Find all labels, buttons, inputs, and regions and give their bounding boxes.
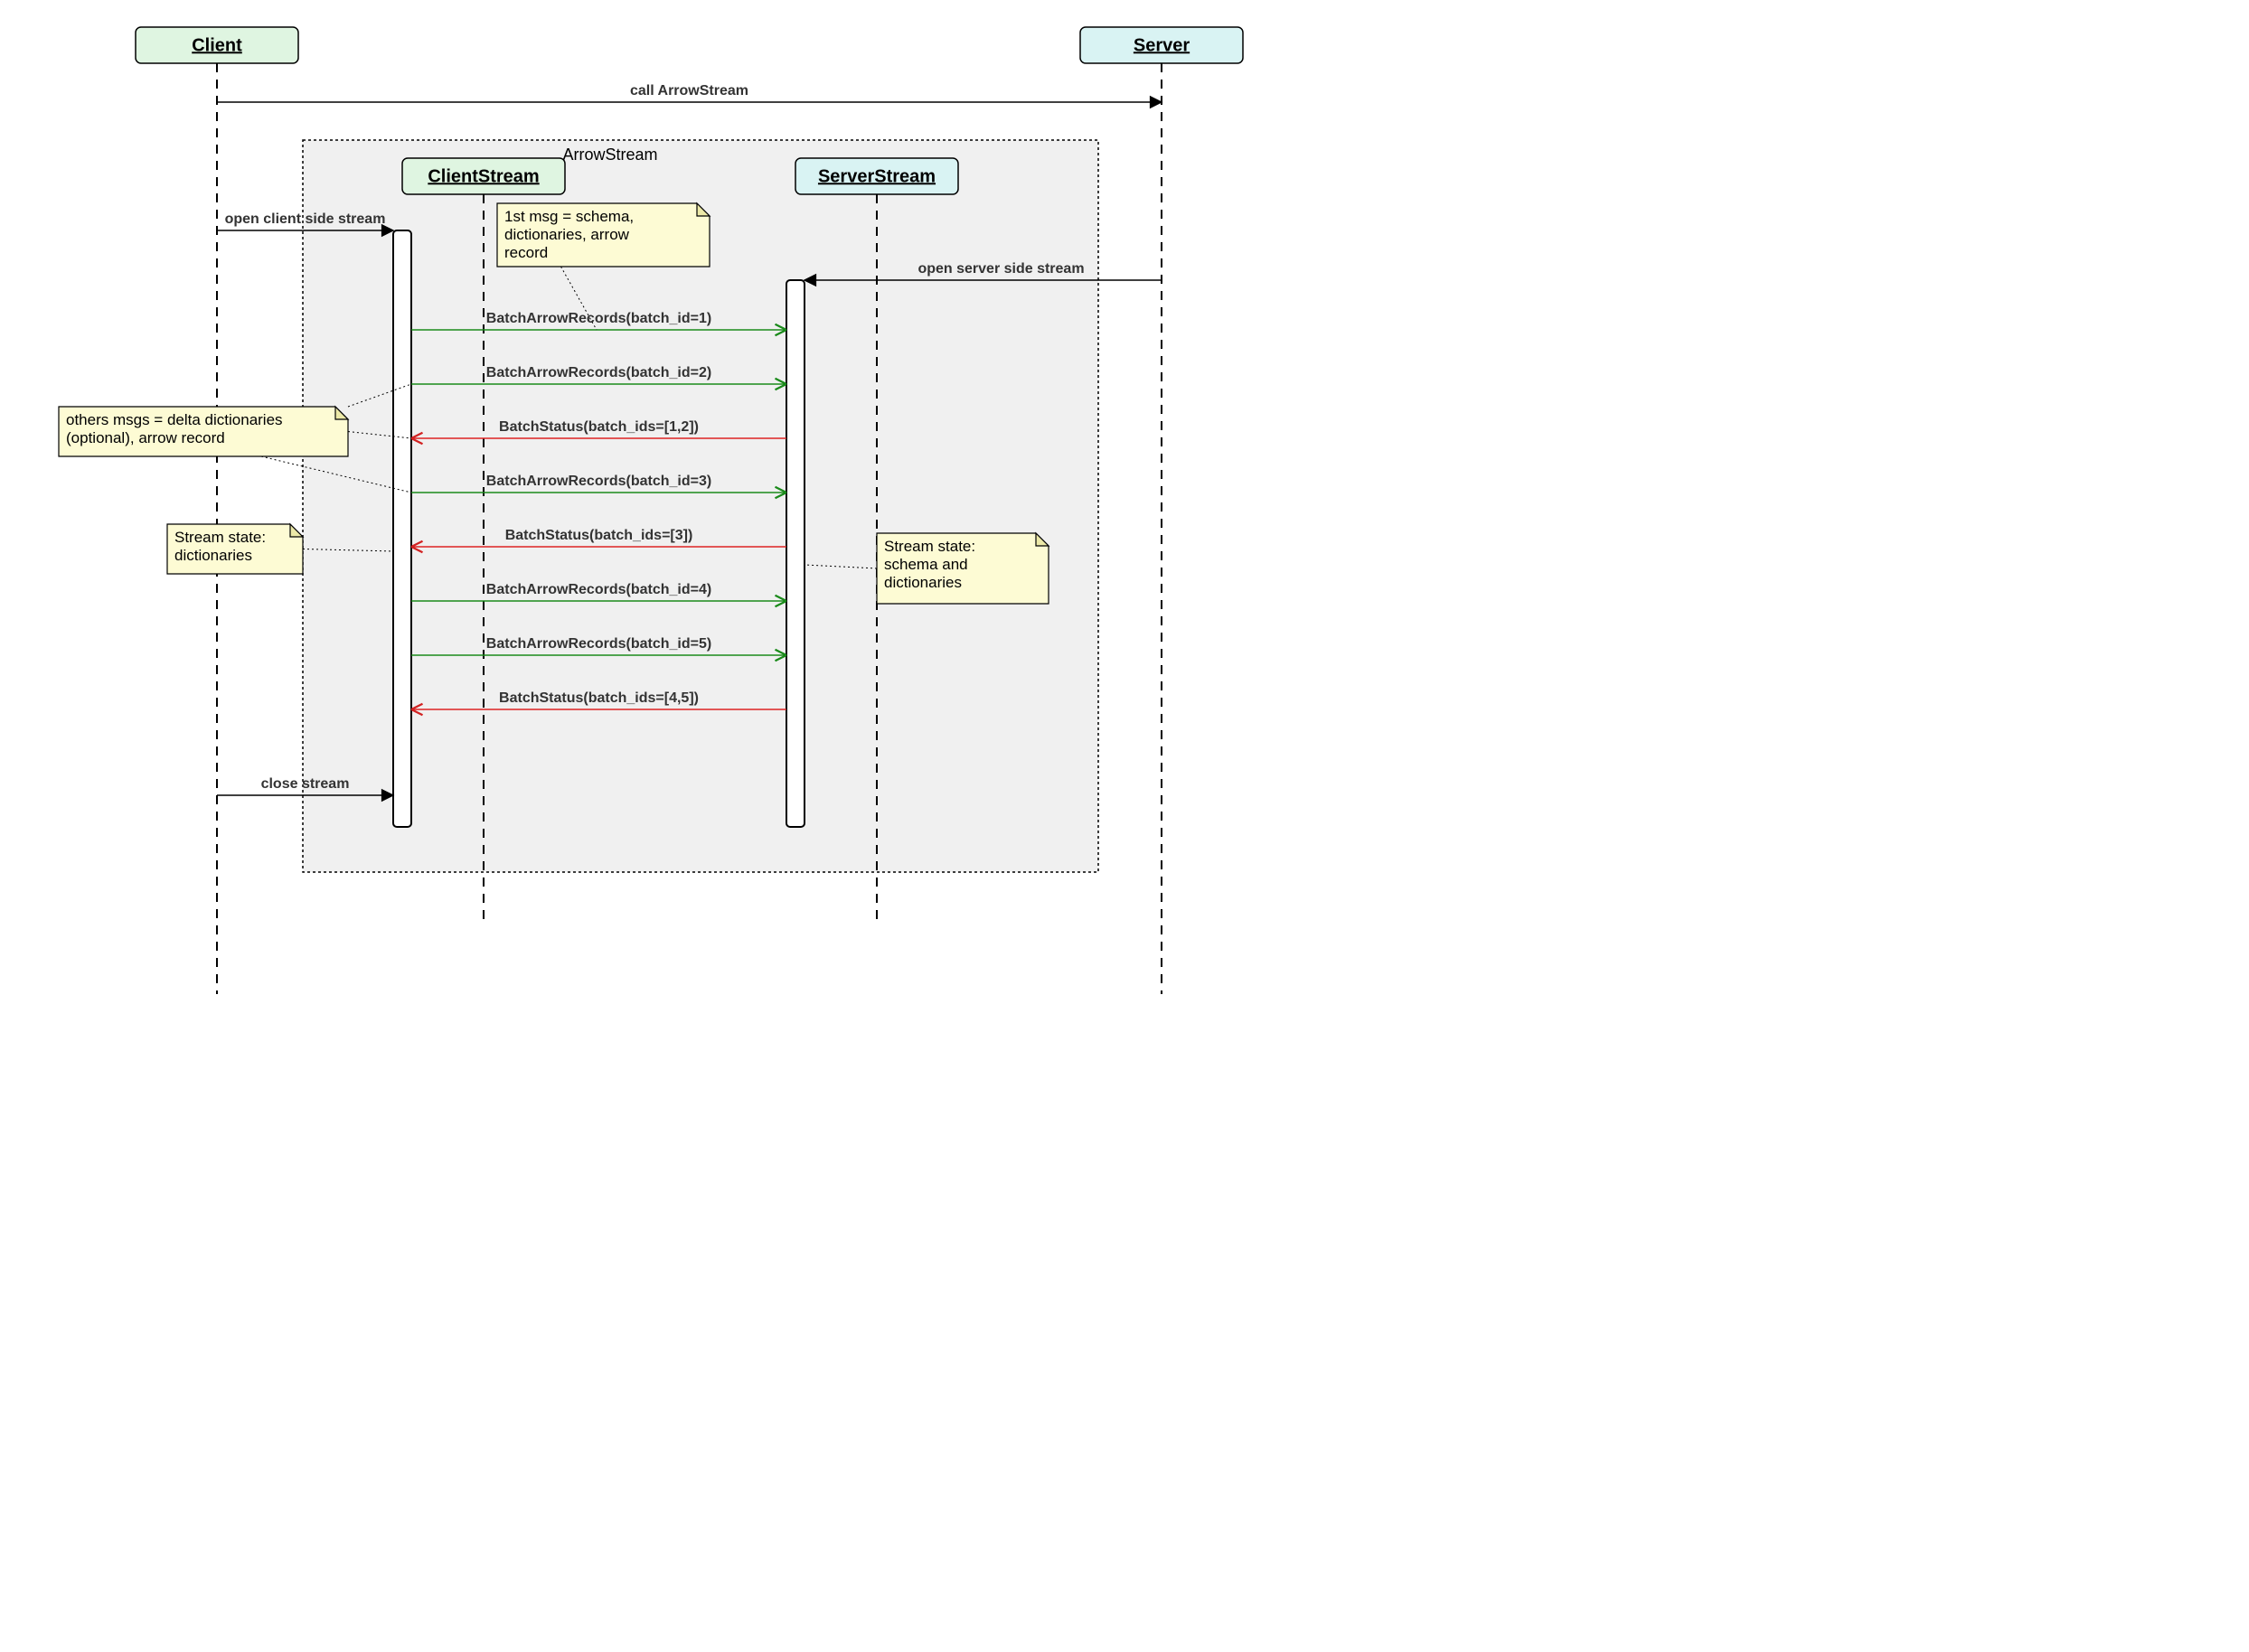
note-text: Stream state:	[884, 538, 975, 555]
participant-label: Client	[192, 35, 242, 55]
note-text: schema and	[884, 556, 968, 573]
message-label: BatchArrowRecords(batch_id=3)	[486, 474, 711, 489]
note-text: 1st msg = schema,	[504, 208, 634, 225]
message-label: close stream	[261, 776, 350, 792]
participant-label: ServerStream	[818, 166, 936, 186]
message-label: BatchArrowRecords(batch_id=2)	[486, 365, 711, 380]
participant-label: ClientStream	[428, 166, 539, 186]
message-label: BatchArrowRecords(batch_id=4)	[486, 582, 711, 597]
note-text: dictionaries	[174, 547, 252, 564]
note-text: dictionaries	[884, 574, 962, 591]
message-label: open server side stream	[917, 261, 1084, 277]
message-label: BatchArrowRecords(batch_id=5)	[486, 636, 711, 652]
sequence-diagram-svg: ArrowStreamClientClientStreamServerStrea…	[0, 0, 1410, 1037]
message-label: BatchStatus(batch_ids=[4,5])	[499, 690, 699, 706]
note-fold-icon	[290, 524, 303, 537]
message-label: open client side stream	[225, 211, 386, 227]
note-text: dictionaries, arrow	[504, 226, 630, 243]
note-text: Stream state:	[174, 529, 266, 546]
note-text: (optional), arrow record	[66, 429, 225, 446]
frame-label: ArrowStream	[562, 145, 657, 164]
activation-bar	[393, 230, 411, 827]
note-text: record	[504, 244, 548, 261]
message-label: BatchStatus(batch_ids=[1,2])	[499, 419, 699, 435]
participant-label: Server	[1134, 35, 1190, 55]
message-label: call ArrowStream	[630, 83, 748, 99]
message-label: BatchArrowRecords(batch_id=1)	[486, 311, 711, 326]
note-text: others msgs = delta dictionaries	[66, 411, 283, 428]
activation-bar	[786, 280, 805, 827]
sequence-diagram-container: ArrowStreamClientClientStreamServerStrea…	[0, 0, 2249, 1037]
message-label: BatchStatus(batch_ids=[3])	[505, 528, 693, 543]
